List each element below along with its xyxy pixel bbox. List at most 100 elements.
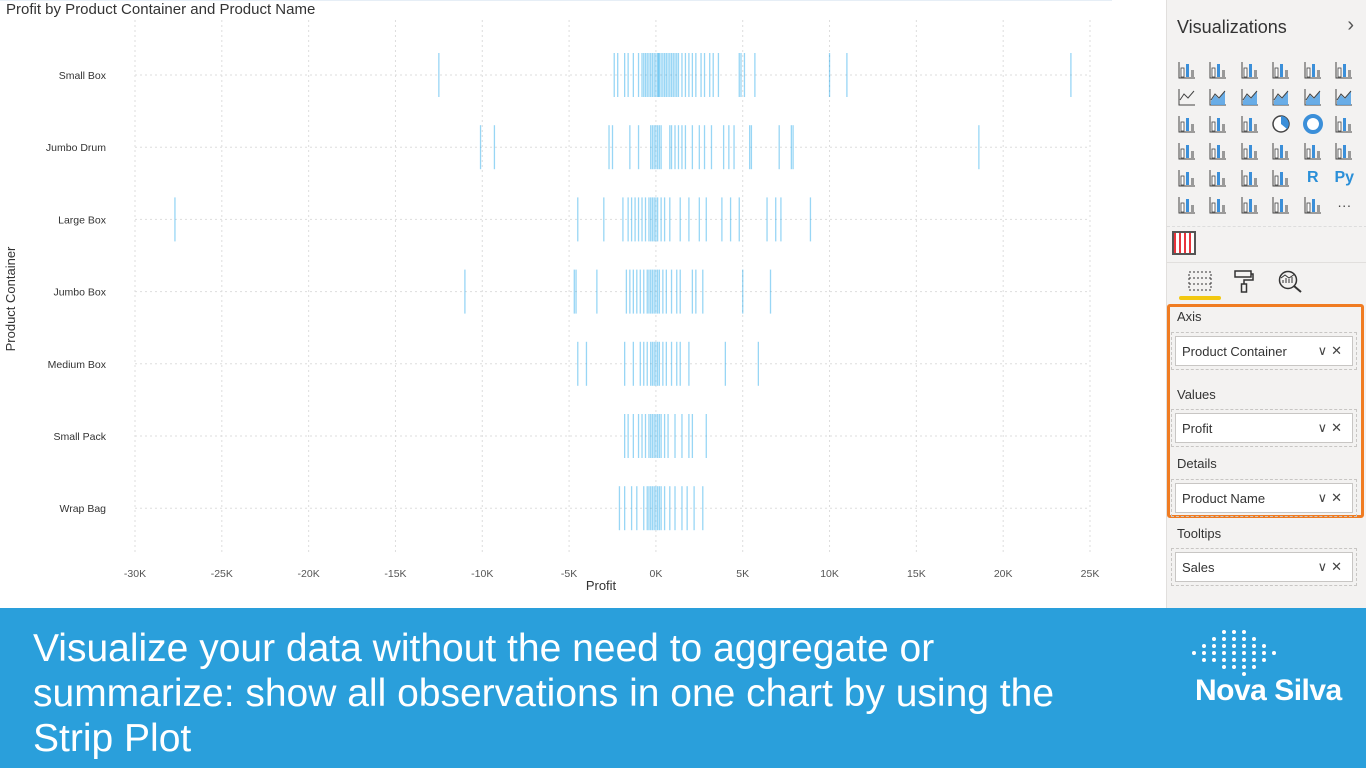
logo-dot xyxy=(1222,637,1226,641)
x-tick-label: -25K xyxy=(211,568,233,580)
visual-100-stacked-column-icon[interactable] xyxy=(1329,56,1361,83)
logo-dot xyxy=(1222,665,1226,669)
visual-stacked-bar-icon[interactable] xyxy=(1171,56,1203,83)
visual-line-icon[interactable] xyxy=(1171,83,1203,110)
visual-line-clustered-column-icon[interactable] xyxy=(1266,83,1298,110)
logo-dot xyxy=(1242,644,1246,648)
well-values[interactable]: Profit ∨✕ xyxy=(1171,409,1357,447)
logo-dot xyxy=(1222,651,1226,655)
logo-dot xyxy=(1232,644,1236,648)
logo-dot xyxy=(1222,658,1226,662)
visual-line-stacked-column-icon[interactable] xyxy=(1297,83,1329,110)
visual-r-visual-icon[interactable]: R xyxy=(1306,168,1319,186)
logo-dot xyxy=(1242,637,1246,641)
logo-dot xyxy=(1252,651,1256,655)
visual-filled-map-icon[interactable] xyxy=(1203,137,1235,164)
visual-qa-icon[interactable] xyxy=(1234,191,1266,218)
visual-kpi-icon[interactable] xyxy=(1171,164,1203,191)
x-tick-label: -15K xyxy=(384,568,406,580)
well-tooltips[interactable]: Sales ∨✕ xyxy=(1171,548,1357,586)
visual-stacked-column-icon[interactable] xyxy=(1203,56,1235,83)
visual-clustered-column-icon[interactable] xyxy=(1266,56,1298,83)
logo-dot xyxy=(1242,630,1246,634)
logo-dot xyxy=(1192,651,1196,655)
visual-funnel-icon[interactable] xyxy=(1203,110,1235,137)
field-name: Product Container xyxy=(1182,343,1287,359)
well-label-axis: Axis xyxy=(1177,309,1202,324)
x-tick-label: -30K xyxy=(124,568,146,580)
analytics-magnifier-icon xyxy=(1278,270,1302,293)
visual-more-icon[interactable]: ··· xyxy=(1337,196,1352,213)
field-pill-values[interactable]: Profit ∨✕ xyxy=(1175,413,1353,443)
logo-dot xyxy=(1212,644,1216,648)
tab-format[interactable] xyxy=(1229,268,1259,294)
visual-arcgis-icon[interactable] xyxy=(1266,191,1298,218)
tab-fields[interactable] xyxy=(1185,268,1215,294)
divider xyxy=(1167,262,1366,263)
x-tick-label: -10K xyxy=(471,568,493,580)
field-pill-details[interactable]: Product Name ∨✕ xyxy=(1175,483,1353,513)
visual-matrix-icon[interactable] xyxy=(1266,164,1298,191)
logo-dot xyxy=(1262,658,1266,662)
visual-donut-icon[interactable] xyxy=(1297,110,1329,137)
logo-dot xyxy=(1252,665,1256,669)
chevron-close-icons[interactable]: ∨✕ xyxy=(1317,343,1346,358)
well-axis[interactable]: Product Container ∨✕ xyxy=(1171,332,1357,370)
x-tick-label: 0K xyxy=(649,568,662,580)
chevron-close-icons[interactable]: ∨✕ xyxy=(1317,420,1346,435)
visual-pie-icon[interactable] xyxy=(1266,110,1298,137)
y-tick-label: Small Pack xyxy=(53,431,106,443)
visual-card-icon[interactable] xyxy=(1297,137,1329,164)
visual-slicer-icon[interactable] xyxy=(1203,164,1235,191)
visual-area-icon[interactable] xyxy=(1203,83,1235,110)
visual-python-visual-icon[interactable]: Py xyxy=(1334,168,1355,186)
divider xyxy=(1167,226,1366,227)
logo-dot xyxy=(1212,637,1216,641)
logo-dot xyxy=(1202,651,1206,655)
y-tick-label: Large Box xyxy=(58,214,107,226)
field-name: Product Name xyxy=(1182,490,1266,506)
logo-dot xyxy=(1242,658,1246,662)
logo-dot xyxy=(1232,651,1236,655)
visual-treemap-icon[interactable] xyxy=(1329,110,1361,137)
field-pill-axis[interactable]: Product Container ∨✕ xyxy=(1175,336,1353,366)
x-tick-label: 10K xyxy=(820,568,839,580)
well-details[interactable]: Product Name ∨✕ xyxy=(1171,479,1357,517)
strip-plot-chart[interactable]: -30K -25K -20K -15K -10K -5K 0K 5K 10K 15K 20K 25K S… xyxy=(0,0,1160,605)
logo-dot xyxy=(1252,644,1256,648)
pane-title: Visualizations xyxy=(1177,17,1287,37)
visual-waterfall-icon[interactable] xyxy=(1171,110,1203,137)
visual-scatter-icon[interactable] xyxy=(1234,110,1266,137)
visual-gallery: R Py ··· xyxy=(1171,56,1361,218)
fields-icon xyxy=(1188,271,1212,291)
visual-decomposition-tree-icon[interactable] xyxy=(1203,191,1235,218)
visual-gauge-icon[interactable] xyxy=(1266,137,1298,164)
logo-dot xyxy=(1232,637,1236,641)
visual-map-icon[interactable] xyxy=(1171,137,1203,164)
visual-key-influencers-icon[interactable] xyxy=(1171,191,1203,218)
y-tick-label: Medium Box xyxy=(48,359,107,371)
well-label-values: Values xyxy=(1177,387,1216,402)
strip-plot-visual-icon[interactable] xyxy=(1172,231,1196,255)
banner: Visualize your data without the need to … xyxy=(0,608,1366,768)
visual-ribbon-icon[interactable] xyxy=(1329,83,1361,110)
visual-100-stacked-bar-icon[interactable] xyxy=(1297,56,1329,83)
visual-table-icon[interactable] xyxy=(1234,164,1266,191)
visual-stacked-area-icon[interactable] xyxy=(1234,83,1266,110)
visual-multi-row-card-icon[interactable] xyxy=(1329,137,1361,164)
x-tick-label: 5K xyxy=(736,568,749,580)
visual-shape-map-icon[interactable] xyxy=(1234,137,1266,164)
well-label-details: Details xyxy=(1177,456,1217,471)
chevron-right-icon[interactable]: › xyxy=(1347,14,1354,36)
chevron-close-icons[interactable]: ∨✕ xyxy=(1317,559,1346,574)
paint-roller-icon xyxy=(1234,270,1254,293)
field-pill-tooltips[interactable]: Sales ∨✕ xyxy=(1175,552,1353,582)
well-label-tooltips: Tooltips xyxy=(1177,526,1222,541)
visual-power-apps-icon[interactable] xyxy=(1297,191,1329,218)
logo-dot xyxy=(1252,658,1256,662)
logo-dot xyxy=(1212,651,1216,655)
logo-dot xyxy=(1232,630,1236,634)
tab-analytics[interactable] xyxy=(1275,268,1305,294)
visual-clustered-bar-icon[interactable] xyxy=(1234,56,1266,83)
chevron-close-icons[interactable]: ∨✕ xyxy=(1317,490,1346,505)
